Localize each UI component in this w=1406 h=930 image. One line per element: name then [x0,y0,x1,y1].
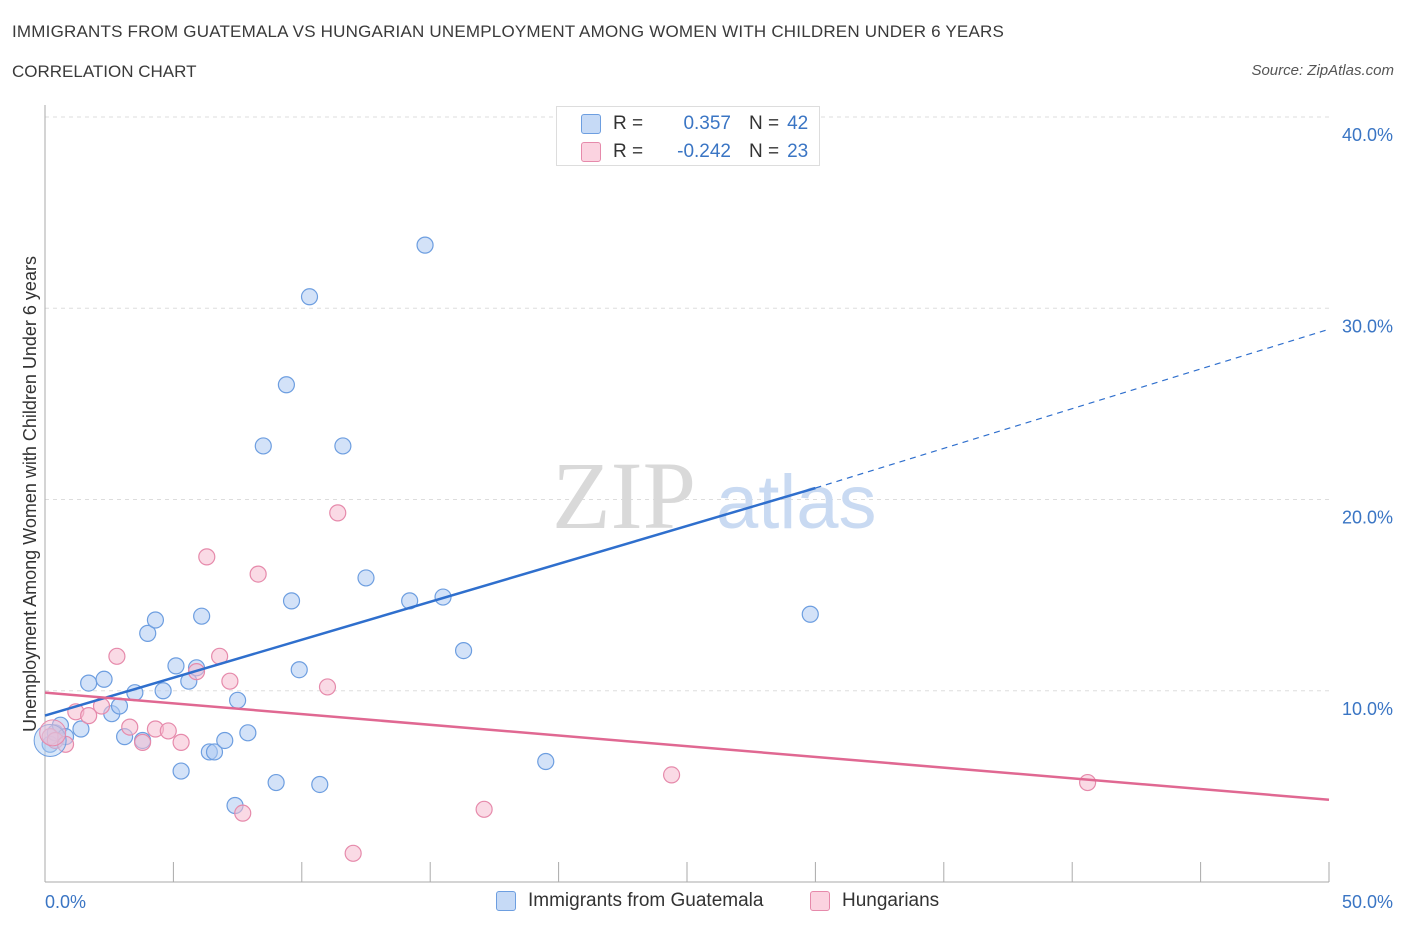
r-label: R = [613,141,644,162]
guatemala-point-29 [282,592,301,610]
guatemala-point-33 [334,437,352,455]
guatemala-point-32 [311,775,329,794]
series-legend: Immigrants from Guatemala Hungarians [0,890,1406,916]
guatemala-point-31 [300,288,319,306]
r-value: 0.357 [683,113,731,134]
r-value: -0.242 [677,141,731,162]
watermark-atlas: atlas [716,460,877,545]
guatemala-point-19 [193,607,211,625]
guatemala-point-25 [239,724,257,742]
guatemala-point-15 [167,657,185,675]
correlation-legend: R = 0.357 N = 42 R = -0.242 N = 23 [556,106,820,166]
legend-swatch-pink [810,891,830,911]
chart-title: IMMIGRANTS FROM GUATEMALA VS HUNGARIAN U… [12,22,1005,41]
legend-swatch-blue [496,891,516,911]
hungarian-point-7 [121,718,139,736]
grid-lines [45,116,1329,692]
guatemala-point-12 [139,624,157,642]
hungarian-point-15 [221,672,239,690]
guatemala-point-40 [801,605,819,623]
hungarian-point-10 [159,722,177,740]
legend-swatch-pink [581,142,601,162]
hungarian-point-6 [108,647,126,665]
guatemala-point-34 [357,569,375,587]
guatemala-trend-line [44,486,816,717]
y-axis-label: Unemployment Among Women with Children U… [20,256,40,732]
hungarian-point-8 [133,733,152,751]
data-points [33,236,1097,862]
y-tick-label-30: 30.0% [1342,316,1393,336]
hungarian-point-17 [249,565,267,583]
guatemala-point-5 [80,674,98,692]
hungarian-trend-line [44,691,1330,802]
hungarian-point-23 [1079,773,1097,792]
watermark-zip: ZIP [552,442,696,549]
guatemala-point-14 [154,682,172,700]
hungarian-point-16 [234,804,252,822]
guatemala-point-27 [267,773,285,792]
hungarian-point-21 [475,800,493,818]
hungarian-cluster-point [39,719,67,747]
trend-lines [44,328,1330,802]
guatemala-point-28 [277,376,295,394]
tick-labels: 10.0% 20.0% 30.0% 40.0% 0.0% 50.0% [45,125,1393,912]
legend-swatch-blue [581,114,601,134]
legend-label-guatemala: Immigrants from Guatemala [528,890,764,911]
x-tick-label-end: 50.0% [1342,892,1393,912]
y-tick-label-40: 40.0% [1342,125,1393,145]
axes [44,105,1330,883]
watermark: ZIP atlas [552,442,877,549]
guatemala-point-22 [216,731,234,750]
hungarian-point-13 [198,548,216,566]
hungarian-point-22 [662,766,681,784]
hungarian-point-4 [80,707,98,725]
legend-item-guatemala: Immigrants from Guatemala [496,890,763,912]
n-label: N = [749,141,780,162]
n-label: N = [749,113,780,134]
guatemala-point-38 [454,641,473,660]
hungarian-point-20 [344,844,362,862]
guatemala-point-16 [172,762,190,780]
source-label: Source: ZipAtlas.com [1251,62,1394,79]
guatemala-point-36 [416,236,434,254]
guatemala-point-6 [95,670,113,688]
legend-label-hungarians: Hungarians [842,890,940,911]
n-value: 23 [787,141,809,162]
guatemala-point-26 [254,437,272,455]
guatemala-point-30 [290,661,308,679]
hungarian-point-18 [318,678,337,696]
legend-row-hungarians: R = -0.242 N = 23 [581,141,808,163]
guatemala-trend-extension [815,328,1330,489]
guatemala-point-21 [205,743,224,761]
legend-row-guatemala: R = 0.357 N = 42 [581,113,808,135]
r-label: R = [613,113,644,134]
y-tick-label-20: 20.0% [1342,508,1393,528]
legend-item-hungarians: Hungarians [810,890,939,912]
guatemala-point-39 [537,752,555,771]
guatemala-point-4 [72,720,90,738]
guatemala-cluster-point [33,723,67,757]
guatemala-point-13 [146,611,165,629]
y-tick-label-10: 10.0% [1342,699,1393,719]
guatemala-point-24 [229,691,247,709]
hungarian-point-11 [172,733,190,751]
n-value: 42 [787,113,809,134]
chart-subtitle: CORRELATION CHART [12,62,197,81]
hungarian-point-19 [329,504,347,522]
x-tick-label-start: 0.0% [45,892,86,912]
